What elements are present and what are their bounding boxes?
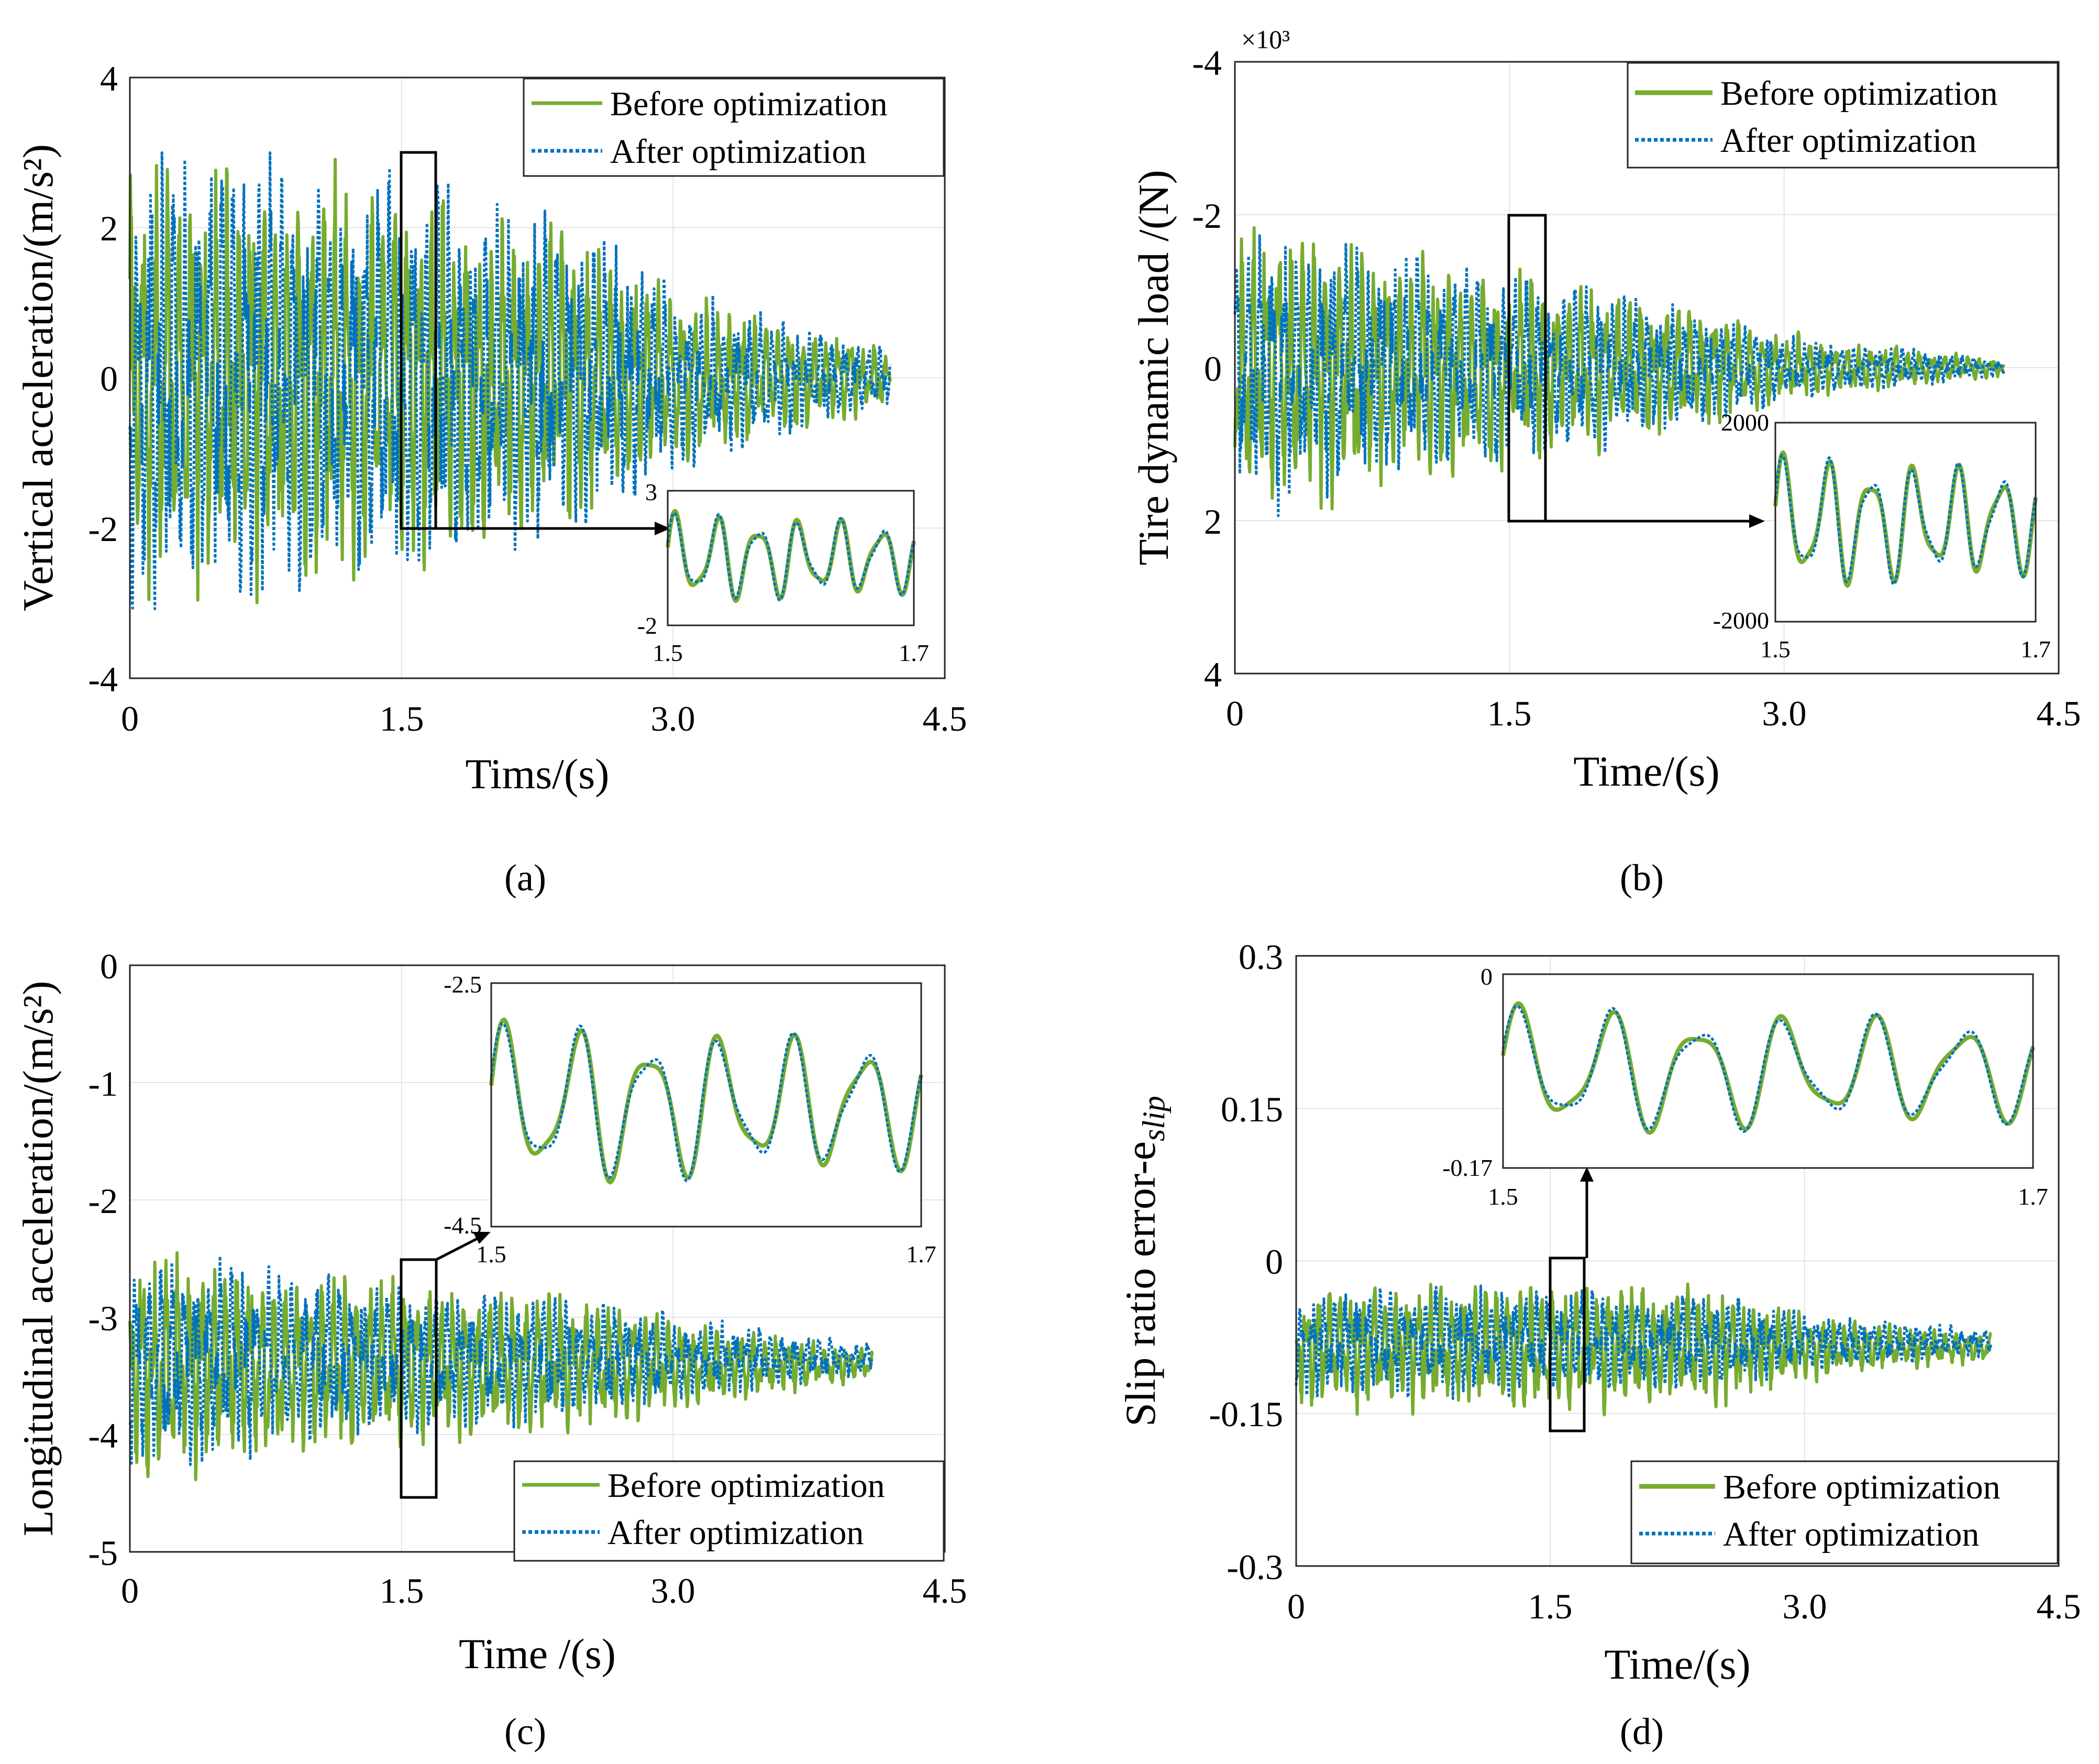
xtick-b-2: 3.0 [1762, 693, 1807, 733]
inset-xtick-a-right: 1.7 [899, 640, 929, 666]
ytick-a-4: 4 [100, 59, 118, 98]
xtick-a-1: 1.5 [380, 699, 424, 738]
caption-b: (b) [1620, 857, 1664, 899]
inset-xtick-b-left: 1.5 [1760, 636, 1791, 663]
panel-d: 0 -0.17 1.5 1.7 0.3 0.15 0 -0.15 -0.3 0 … [1117, 937, 2081, 1752]
xlabel-a: Tims/(s) [466, 750, 610, 798]
legend-d-before-label: Before optimization [1723, 1468, 2001, 1506]
ytick-d-0.15: 0.15 [1221, 1089, 1283, 1129]
xtick-d-0: 0 [1287, 1586, 1305, 1626]
figure: 3 -2 1.5 1.7 4 2 0 -2 -4 0 1.5 3.0 4.5 T… [0, 0, 2099, 1764]
inset-xtick-d-left: 1.5 [1488, 1183, 1518, 1210]
legend-a-after-label: After optimization [610, 133, 866, 171]
ytick-d-m0.15: -0.15 [1209, 1394, 1283, 1434]
inset-ytick-b-bottom: -2000 [1713, 607, 1769, 634]
xtick-c-3: 4.5 [923, 1571, 967, 1611]
inset-bg-c [491, 983, 921, 1227]
inset-xtick-c-right: 1.7 [906, 1241, 936, 1267]
xtick-c-1: 1.5 [380, 1571, 424, 1611]
xtick-a-2: 3.0 [651, 699, 695, 738]
xtick-b-0: 0 [1226, 693, 1244, 733]
ytick-c-m2: -2 [88, 1181, 118, 1221]
inset-bg-d [1503, 974, 2033, 1168]
caption-d: (d) [1620, 1711, 1664, 1752]
xtick-a-0: 0 [121, 699, 139, 738]
ylabel-d: Slip ratio error-eslip [1117, 1096, 1171, 1427]
inset-xtick-b-right: 1.7 [2020, 636, 2051, 663]
legend-c-after-label: After optimization [607, 1514, 864, 1552]
ylabel-d-subscript: slip [1136, 1096, 1171, 1141]
axis-multiplier-b: ×10³ [1241, 25, 1290, 54]
xtick-d-2: 3.0 [1783, 1586, 1827, 1626]
xtick-b-1: 1.5 [1487, 693, 1532, 733]
caption-a: (a) [504, 857, 546, 899]
legend-b-before-label: Before optimization [1720, 74, 1998, 113]
ytick-d-0: 0 [1265, 1242, 1283, 1282]
ytick-c-m4: -4 [88, 1416, 118, 1456]
ytick-b-0: 0 [1204, 349, 1222, 389]
inset-xtick-a-left: 1.5 [653, 640, 683, 666]
panel-a: 3 -2 1.5 1.7 4 2 0 -2 -4 0 1.5 3.0 4.5 T… [14, 59, 967, 899]
ytick-a-m4: -4 [88, 659, 118, 699]
inset-ytick-c-top: -2.5 [444, 971, 482, 998]
ylabel-b: Tire dynamic load /(N) [1130, 170, 1177, 565]
legend-a-before-label: Before optimization [610, 85, 888, 123]
ylabel-c: Longitudinal acceleration/(m/s²) [14, 981, 62, 1537]
xtick-c-2: 3.0 [651, 1571, 695, 1611]
inset-ytick-c-bottom: -4.5 [444, 1212, 482, 1239]
ytick-b-2: -2 [1192, 196, 1222, 236]
zoom-arrowhead-b [1749, 514, 1765, 528]
inset-ytick-a-top: 3 [645, 479, 657, 505]
ytick-c-m5: -5 [88, 1533, 118, 1573]
ytick-b-bottom: 4 [1204, 655, 1222, 694]
xtick-c-0: 0 [121, 1571, 139, 1611]
ytick-d-0.3: 0.3 [1239, 937, 1283, 977]
ytick-b-4: 2 [1204, 502, 1222, 542]
ytick-d-m0.3: -0.3 [1227, 1547, 1283, 1587]
xtick-b-3: 4.5 [2037, 693, 2081, 733]
ylabel-a: Vertical acceleration/(m/s²) [14, 144, 62, 611]
ytick-a-2: 2 [100, 208, 118, 248]
ytick-c-0: 0 [100, 946, 118, 986]
ytick-a-m2: -2 [88, 509, 118, 549]
xlabel-b: Time/(s) [1573, 747, 1719, 795]
ytick-c-m1: -1 [88, 1064, 118, 1104]
legend-c-before-label: Before optimization [607, 1467, 885, 1505]
inset-ytick-b-top: 2000 [1721, 409, 1769, 436]
inset-ytick-d-bottom: -0.17 [1442, 1154, 1493, 1181]
inset-bg-b [1775, 423, 2036, 622]
legend-b-after-label: After optimization [1720, 122, 1976, 160]
legend-d-after-label: After optimization [1723, 1515, 1979, 1553]
ytick-a-0: 0 [100, 359, 118, 399]
ytick-c-m3: -3 [88, 1298, 118, 1338]
panel-c: -2.5 -4.5 1.5 1.7 0 -1 -2 -3 -4 -5 0 1.5… [14, 946, 967, 1752]
inset-ytick-d-top: 0 [1481, 963, 1493, 990]
zoom-arrowhead-d [1580, 1167, 1594, 1182]
inset-xtick-c-left: 1.5 [476, 1241, 506, 1267]
xtick-d-3: 4.5 [2037, 1586, 2081, 1626]
inset-xtick-d-right: 1.7 [2018, 1183, 2048, 1210]
figure-canvas: 3 -2 1.5 1.7 4 2 0 -2 -4 0 1.5 3.0 4.5 T… [0, 0, 2099, 1764]
panel-b: ×10³ 2000 -2000 1.5 1.7 -4 -2 0 2 4 0 1.… [1130, 25, 2081, 899]
xtick-d-1: 1.5 [1528, 1586, 1573, 1626]
inset-ytick-a-bottom: -2 [637, 612, 657, 639]
caption-c: (c) [504, 1711, 546, 1752]
xlabel-d: Time/(s) [1604, 1640, 1750, 1688]
inset-bg-a [668, 491, 914, 625]
ylabel-d-main: Slip ratio error-e [1117, 1141, 1164, 1427]
xlabel-c: Time /(s) [459, 1630, 616, 1678]
zoom-arrow-c [436, 1238, 479, 1260]
xtick-a-3: 4.5 [923, 699, 967, 738]
ytick-b-top: -4 [1192, 43, 1222, 83]
